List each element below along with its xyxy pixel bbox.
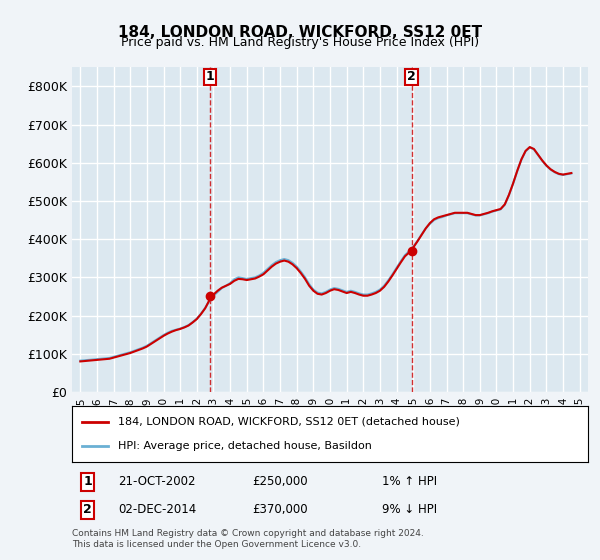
Text: HPI: Average price, detached house, Basildon: HPI: Average price, detached house, Basi…: [118, 441, 373, 451]
Text: 9% ↓ HPI: 9% ↓ HPI: [382, 503, 437, 516]
Text: £370,000: £370,000: [253, 503, 308, 516]
Text: 2: 2: [83, 503, 92, 516]
Text: 1: 1: [206, 71, 215, 83]
Text: 21-OCT-2002: 21-OCT-2002: [118, 475, 196, 488]
Text: Contains HM Land Registry data © Crown copyright and database right 2024.
This d: Contains HM Land Registry data © Crown c…: [72, 529, 424, 549]
Text: 184, LONDON ROAD, WICKFORD, SS12 0ET: 184, LONDON ROAD, WICKFORD, SS12 0ET: [118, 25, 482, 40]
Text: Price paid vs. HM Land Registry's House Price Index (HPI): Price paid vs. HM Land Registry's House …: [121, 36, 479, 49]
Text: 184, LONDON ROAD, WICKFORD, SS12 0ET (detached house): 184, LONDON ROAD, WICKFORD, SS12 0ET (de…: [118, 417, 460, 427]
Text: 2: 2: [407, 71, 416, 83]
Text: 1% ↑ HPI: 1% ↑ HPI: [382, 475, 437, 488]
Text: £250,000: £250,000: [253, 475, 308, 488]
Text: 1: 1: [83, 475, 92, 488]
Text: 02-DEC-2014: 02-DEC-2014: [118, 503, 197, 516]
